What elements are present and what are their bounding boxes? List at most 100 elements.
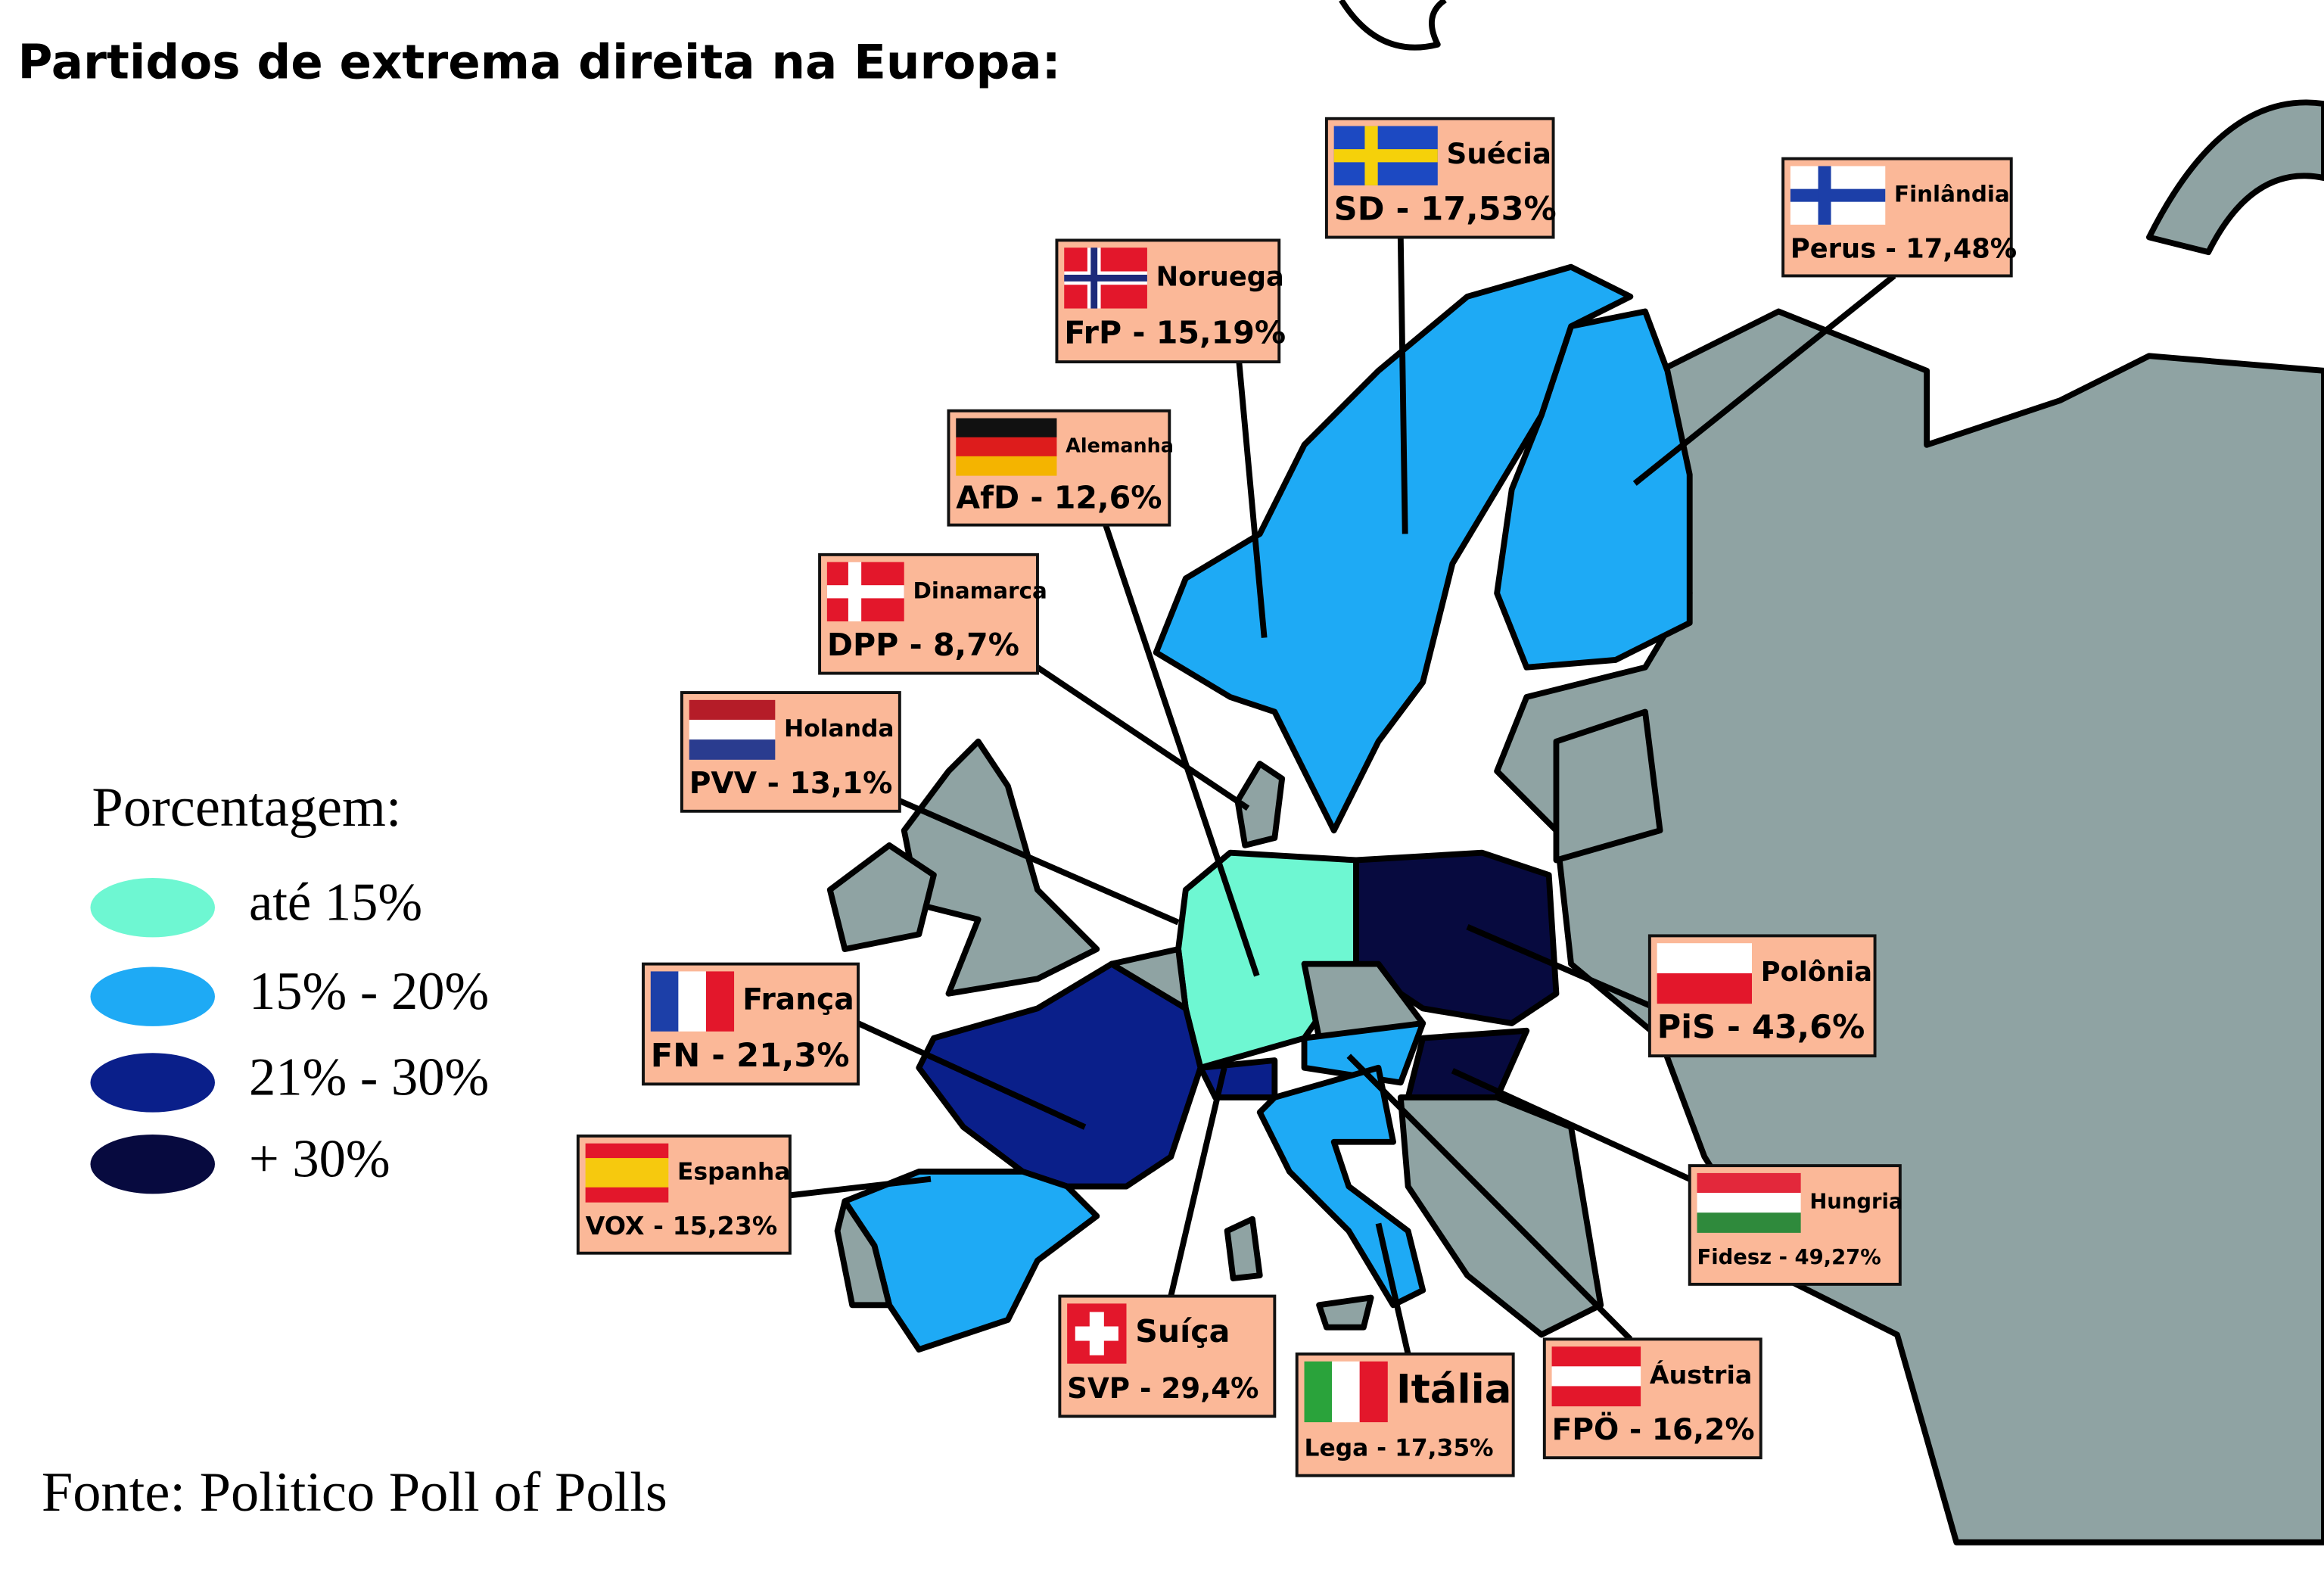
- callout: Dinamarca DPP - 8,7%: [818, 553, 1047, 675]
- callout-country: Espanha: [677, 1158, 790, 1185]
- callout: Alemanha AfD - 12,6%: [947, 409, 1174, 527]
- callout-party: SVP - 29,4%: [1067, 1371, 1258, 1405]
- baltics: [1553, 708, 1663, 864]
- callout-country: Áustria: [1650, 1359, 1752, 1390]
- flag: [1067, 1303, 1127, 1364]
- callout-party: PVV - 13,1%: [689, 767, 893, 801]
- leader-line: [1397, 237, 1408, 534]
- flag-stripe: [956, 437, 1057, 457]
- leader-line: [1168, 1066, 1227, 1297]
- flag-cross: [1064, 274, 1147, 282]
- callout-party: VOX - 15,23%: [586, 1211, 778, 1240]
- flag: [826, 562, 904, 622]
- legend-swatch: [90, 967, 215, 1026]
- leader-line: [857, 1020, 1087, 1130]
- leader-lines: [789, 237, 1896, 1355]
- flag-stripe: [689, 719, 776, 740]
- flag-stripe: [650, 971, 679, 1032]
- austria: [1301, 1020, 1426, 1086]
- flag-stripe: [1332, 1361, 1361, 1423]
- callout-country: Noruega: [1156, 261, 1284, 292]
- flag-stripe: [585, 1158, 669, 1174]
- flag-cross: [1818, 166, 1831, 225]
- flag: [1657, 943, 1753, 1004]
- flag-cross: [826, 585, 904, 599]
- legend-swatch: [90, 877, 215, 938]
- flag: [689, 699, 776, 760]
- legend-label: até 15%: [249, 873, 422, 932]
- callout-country: Holanda: [784, 715, 894, 742]
- flag-cross: [848, 562, 862, 622]
- finland: [1494, 308, 1693, 671]
- callout-country: Suécia: [1447, 137, 1551, 170]
- callout: Espanha VOX - 15,23%: [576, 1134, 792, 1255]
- flag: [1064, 247, 1147, 309]
- flag-stripe: [956, 418, 1057, 438]
- legend-label: + 30%: [249, 1129, 390, 1188]
- callout-country: Itália: [1396, 1367, 1512, 1413]
- russia-north: [2145, 99, 2324, 256]
- callout: Noruega FrP - 15,19%: [1055, 238, 1286, 364]
- leader-line: [898, 798, 1180, 926]
- flag-cross: [1790, 188, 1886, 202]
- flag-stripe: [1304, 1361, 1333, 1423]
- ireland: [826, 842, 937, 952]
- flag: [1790, 166, 1886, 225]
- legend-label: 15% - 20%: [249, 962, 489, 1021]
- balkans: [1397, 1094, 1604, 1338]
- hungary: [1405, 1027, 1530, 1100]
- flag-stripe: [585, 1187, 669, 1203]
- flag-cross: [1333, 149, 1438, 163]
- leader-line: [1451, 1068, 1691, 1182]
- flag-stripe: [1551, 1346, 1641, 1367]
- callout-party: SD - 17,53%: [1334, 191, 1557, 229]
- leader-line: [1103, 524, 1260, 977]
- callout: Áustria FPÖ - 16,2%: [1542, 1337, 1762, 1460]
- flag-stripe: [1359, 1361, 1388, 1423]
- callout-country: Alemanha: [1066, 434, 1174, 457]
- flag-stripe: [1657, 973, 1753, 1004]
- callout: Polônia PiS - 43,6%: [1647, 934, 1877, 1058]
- callout: Suécia SD - 17,53%: [1324, 117, 1557, 239]
- flag: [1333, 126, 1438, 185]
- corsica: [1224, 1216, 1263, 1281]
- legend-swatch: [90, 1053, 215, 1113]
- callout: Hungria Fidesz - 49,27%: [1688, 1164, 1902, 1286]
- callout-country: Finlândia: [1894, 182, 2010, 207]
- callout-party: Fidesz - 49,27%: [1697, 1246, 1881, 1269]
- callout: Finlândia Perus - 17,48%: [1781, 157, 2017, 278]
- callout-party: Perus - 17,48%: [1790, 233, 2017, 264]
- legend-swatch: [90, 1134, 215, 1194]
- leader-line: [1035, 665, 1250, 811]
- callout-party: FrP - 15,19%: [1064, 315, 1286, 351]
- portugal: [834, 1198, 893, 1309]
- europe-map: [826, 0, 2324, 1546]
- callout-party: DPP - 8,7%: [827, 627, 1019, 663]
- flag: [650, 971, 735, 1032]
- leader-line: [1466, 924, 1651, 1009]
- flag-stripe: [1551, 1366, 1641, 1387]
- callout-country: França: [742, 983, 854, 1017]
- callouts: Suécia SD - 17,53% Finlândia Perus - 17,48%…: [576, 117, 2017, 1477]
- callout-party: Lega - 17,35%: [1305, 1434, 1494, 1461]
- flag-stripe: [956, 456, 1057, 476]
- callout-party: FPÖ - 16,2%: [1552, 1412, 1755, 1447]
- callout-country: Polônia: [1761, 957, 1872, 988]
- flag: [1551, 1346, 1641, 1407]
- callout-country: Suíça: [1135, 1313, 1230, 1349]
- callout: Holanda PVV - 13,1%: [680, 691, 901, 813]
- flag-cross: [1090, 247, 1098, 309]
- flag-stripe: [689, 739, 776, 760]
- leader-line: [1375, 1222, 1411, 1355]
- legend: até 15% 15% - 20% 21% - 30% + 30%: [90, 873, 489, 1194]
- title: Partidos de extrema direita na Europa:: [18, 34, 1061, 89]
- callout-country: Hungria: [1809, 1191, 1902, 1214]
- callout: França FN - 21,3%: [642, 962, 860, 1086]
- uk: [901, 738, 1100, 997]
- flag: [1697, 1172, 1801, 1233]
- callout: Suíça SVP - 29,4%: [1058, 1294, 1277, 1418]
- flag: [1304, 1361, 1388, 1423]
- callout-party: PiS - 43,6%: [1657, 1009, 1865, 1047]
- leader-line: [789, 1175, 932, 1199]
